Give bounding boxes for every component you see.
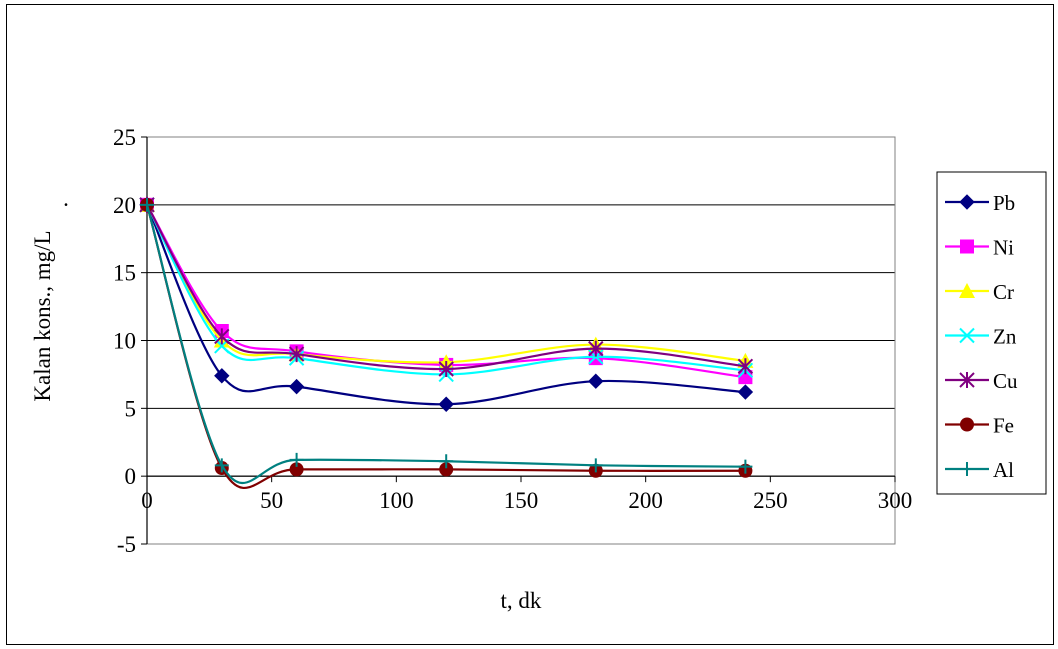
x-tick-label: 100 <box>379 488 414 513</box>
x-tick-label: 300 <box>878 488 913 513</box>
y-tick-label: 10 <box>113 329 136 354</box>
x-tick-label: 50 <box>260 488 283 513</box>
legend-box <box>936 171 1047 495</box>
x-tick-label: 0 <box>141 488 153 513</box>
chart-frame <box>6 4 1054 645</box>
data-point-pb <box>438 396 454 412</box>
series-pb <box>139 197 754 412</box>
data-point-fe <box>439 462 454 477</box>
data-point-pb <box>588 373 604 389</box>
data-point-cu <box>438 360 454 377</box>
x-tick-label: 200 <box>628 488 663 513</box>
legend-label: Cr <box>993 280 1014 304</box>
data-point-cu <box>737 358 754 375</box>
legend-item-cu: Cu <box>945 369 1018 393</box>
data-point-al <box>588 458 603 473</box>
data-point-cu <box>214 328 230 345</box>
legend-label: Al <box>993 458 1014 482</box>
legend-marker <box>960 239 974 254</box>
x-tick-label: 150 <box>504 488 539 513</box>
legend-item-ni: Ni <box>945 236 1014 260</box>
series-line-zn <box>146 204 746 376</box>
legend-marker <box>959 283 975 298</box>
y-tick-label: 5 <box>125 396 137 421</box>
legend-item-cr: Cr <box>945 280 1014 304</box>
data-point-cu <box>588 340 604 357</box>
data-point-al <box>140 197 154 212</box>
legend-marker <box>959 194 975 210</box>
legend-item-zn: Zn <box>945 325 1017 349</box>
series-line-pb <box>145 204 746 406</box>
data-point-fe <box>289 462 304 477</box>
legend: Pb Ni Cr Zn Cu Fe Al <box>936 171 1047 495</box>
legend-label: Cu <box>993 369 1018 393</box>
series-lines <box>139 196 754 490</box>
x-axis-title: t, dk <box>501 588 542 613</box>
y-tick-label: 20 <box>113 193 136 218</box>
legend-label: Zn <box>993 325 1017 349</box>
legend-item-al: Al <box>945 458 1014 482</box>
y-tick-label: 25 <box>113 125 136 150</box>
data-point-pb <box>737 384 754 400</box>
legend-item-pb: Pb <box>945 191 1015 215</box>
y-axis-title: Kalan kons., mg/L <box>30 230 55 401</box>
data-point-al <box>214 458 229 473</box>
legend-marker <box>959 372 975 388</box>
data-point-al <box>738 459 753 474</box>
legend-marker <box>959 327 975 344</box>
legend-label: Fe <box>993 414 1014 438</box>
data-point-al <box>289 452 304 467</box>
series-line-al <box>145 204 746 485</box>
data-point-pb <box>288 378 305 395</box>
legend-item-fe: Fe <box>945 414 1014 438</box>
legend-label: Pb <box>993 191 1015 215</box>
y-tick-label: 15 <box>113 261 136 286</box>
series-line-cr <box>146 204 746 364</box>
x-tick-label: 250 <box>753 488 788 513</box>
series-line-fe <box>145 204 746 490</box>
data-point-al <box>439 454 454 469</box>
series-fe <box>140 197 753 490</box>
data-point-cu <box>288 346 305 363</box>
y-tick-label: 0 <box>125 464 137 489</box>
legend-label: Ni <box>993 236 1014 260</box>
y-tick-label: -5 <box>117 532 136 557</box>
y-axis-title-suffix: . <box>63 186 69 211</box>
series-line-cu <box>146 204 746 371</box>
series-al <box>140 197 753 485</box>
legend-marker <box>960 462 974 476</box>
data-point-pb <box>214 368 230 384</box>
legend-marker <box>960 417 974 432</box>
